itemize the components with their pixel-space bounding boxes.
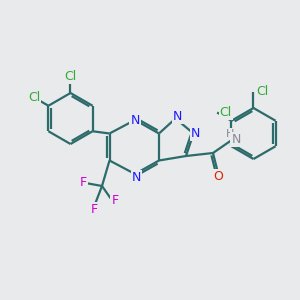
Text: N: N (231, 133, 241, 146)
Text: N: N (130, 113, 140, 127)
Text: F: F (91, 202, 98, 216)
Text: N: N (173, 110, 183, 123)
Text: Cl: Cl (28, 91, 40, 104)
Text: Cl: Cl (64, 70, 76, 83)
Text: H: H (226, 129, 234, 139)
Text: F: F (111, 194, 118, 208)
Text: Cl: Cl (256, 85, 268, 98)
Text: N: N (191, 127, 201, 140)
Text: F: F (80, 176, 87, 190)
Text: Cl: Cl (220, 106, 232, 119)
Text: N: N (132, 171, 141, 184)
Text: O: O (213, 170, 223, 183)
